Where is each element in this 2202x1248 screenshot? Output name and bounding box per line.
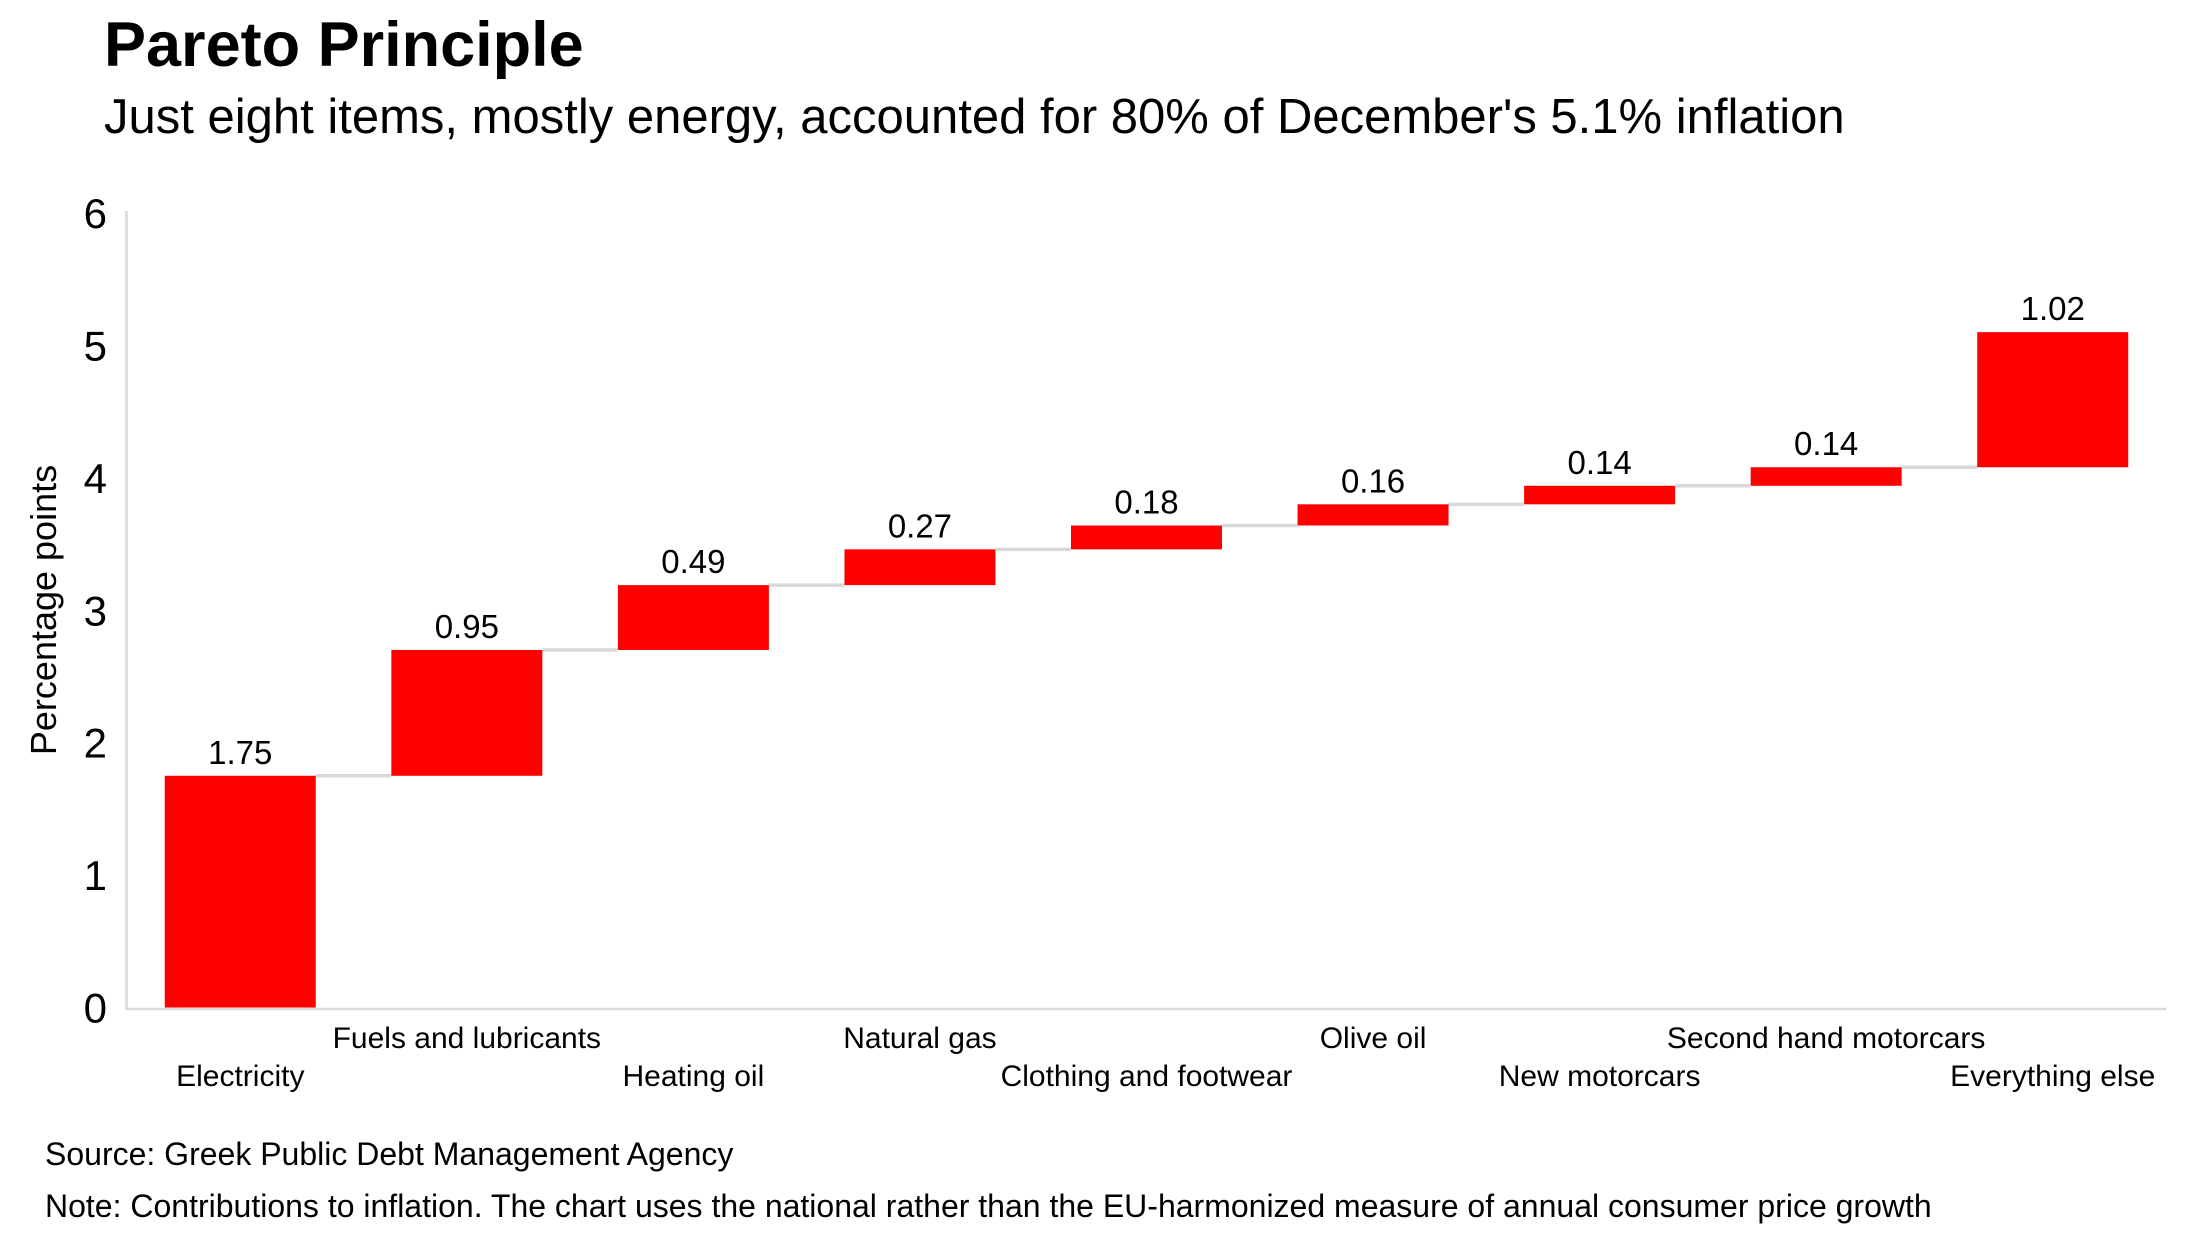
bar-clothing-and-footwear	[1071, 525, 1222, 550]
x-axis-label-second-hand-motorcars: Second hand motorcars	[1667, 1022, 1986, 1055]
bar-value-label: 0.16	[1341, 462, 1405, 499]
bar-natural-gas	[844, 549, 996, 586]
x-axis-label-heating-oil: Heating oil	[623, 1060, 765, 1093]
bar-value-label: 0.14	[1567, 444, 1631, 481]
bar-fuels-and-lubricants	[391, 649, 543, 776]
bar-value-label: 1.02	[2021, 290, 2085, 327]
x-axis-label-electricity: Electricity	[176, 1060, 304, 1093]
methodology-note: Note: Contributions to inflation. The ch…	[45, 1188, 1932, 1224]
bar-value-label: 0.49	[661, 543, 725, 580]
x-axis-label-fuels-and-lubricants: Fuels and lubricants	[333, 1022, 601, 1055]
x-axis-label-everything-else: Everything else	[1950, 1060, 2155, 1093]
bar-value-label: 1.75	[208, 734, 272, 771]
bar-olive-oil	[1297, 504, 1449, 526]
bar-value-label: 0.27	[888, 507, 952, 544]
y-tick-label-1: 1	[84, 852, 107, 899]
bar-heating-oil	[617, 585, 769, 650]
bar-everything-else	[1977, 332, 2129, 468]
y-tick-label-0: 0	[84, 985, 107, 1032]
y-tick-label-4: 4	[84, 455, 107, 502]
chart-subtitle: Just eight items, mostly energy, account…	[104, 90, 1845, 144]
y-tick-label-3: 3	[84, 587, 107, 634]
x-axis-label-clothing-and-footwear: Clothing and footwear	[1001, 1060, 1293, 1093]
x-axis-label-new-motorcars: New motorcars	[1499, 1060, 1701, 1093]
source-note: Source: Greek Public Debt Management Age…	[45, 1136, 734, 1172]
y-tick-label-6: 6	[84, 190, 107, 237]
bar-value-label: 0.14	[1794, 425, 1858, 462]
bar-new-motorcars	[1524, 485, 1676, 505]
x-axis-label-olive-oil: Olive oil	[1320, 1022, 1427, 1055]
chart-title: Pareto Principle	[104, 10, 584, 80]
bar-second-hand-motorcars	[1750, 467, 1902, 486]
y-tick-label-2: 2	[84, 720, 107, 767]
bar-value-label: 0.18	[1114, 484, 1178, 521]
bar-electricity	[164, 775, 316, 1008]
bar-value-label: 0.95	[435, 608, 499, 645]
y-tick-label-5: 5	[84, 322, 107, 369]
x-axis-label-natural-gas: Natural gas	[843, 1022, 996, 1055]
